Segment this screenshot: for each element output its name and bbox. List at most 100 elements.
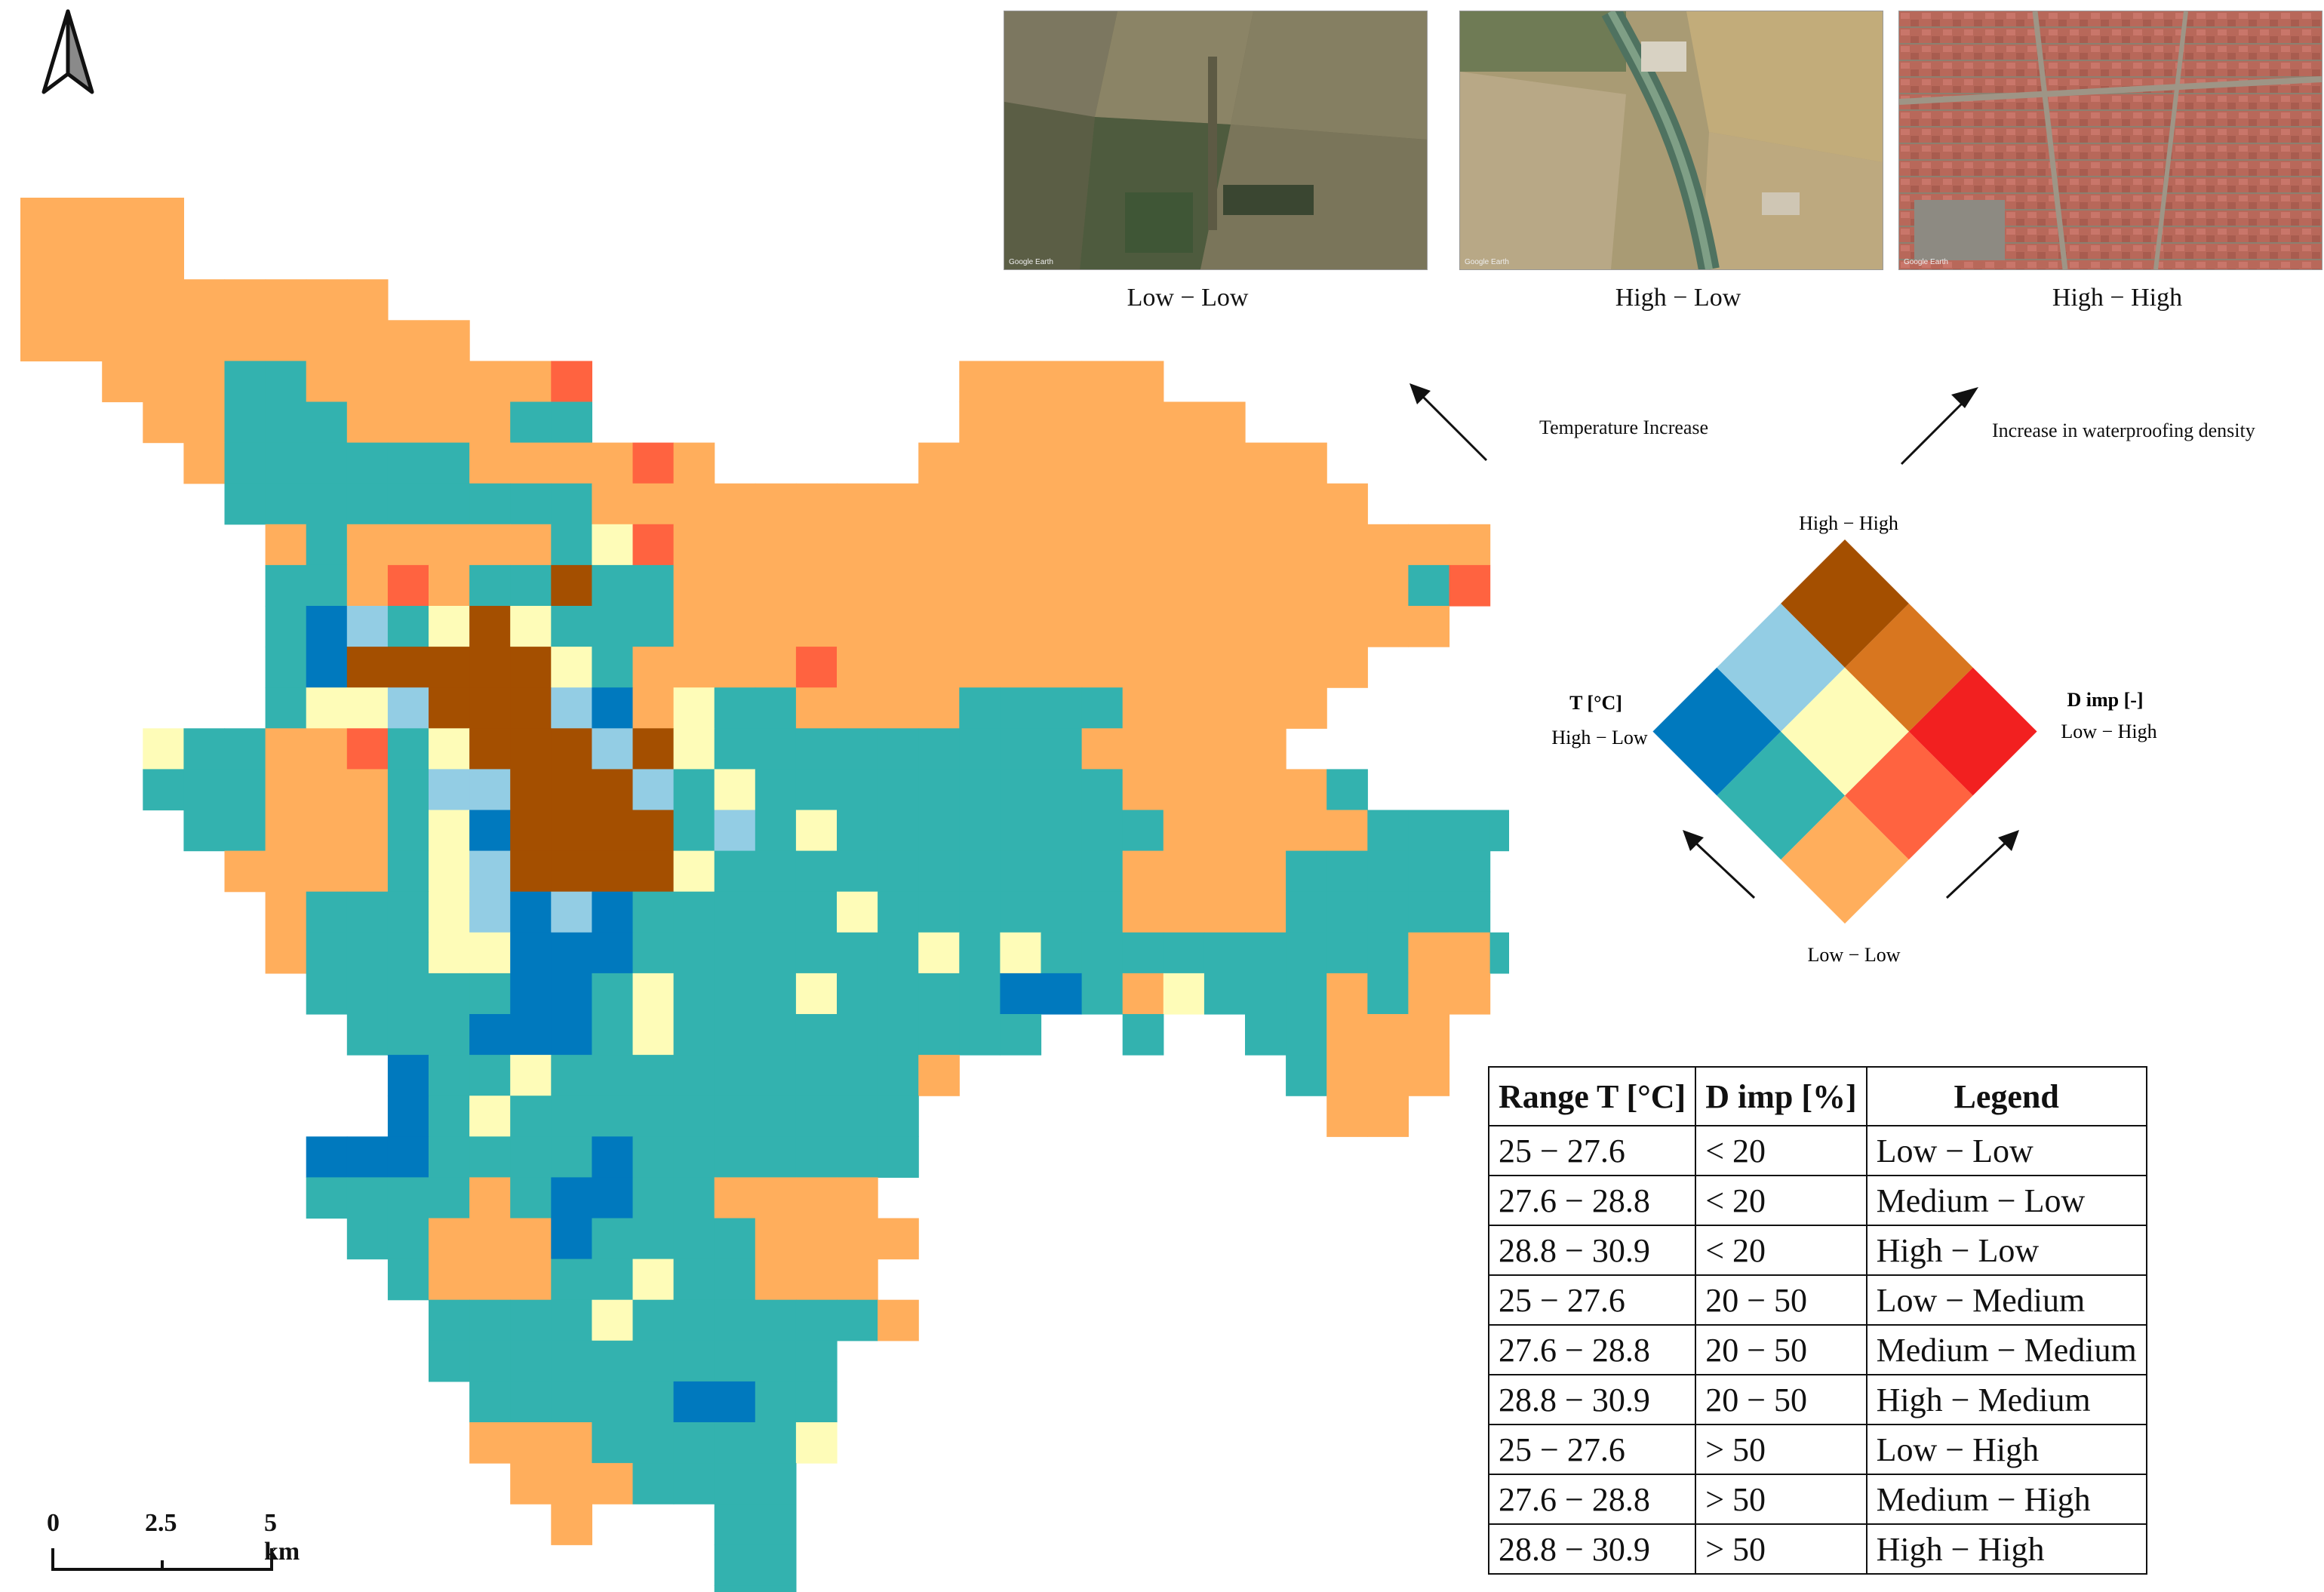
map-cell-low-low [1245, 850, 1286, 893]
map-cell-low-medium [346, 1014, 389, 1056]
map-cell-low-medium [387, 1218, 429, 1260]
map-cell-low-low [795, 1259, 838, 1301]
map-cell-low-medium [755, 1585, 797, 1592]
map-cell-low-low [469, 1422, 511, 1464]
table-row: 27.6 − 28.8 20 − 50 Medium − Medium [1487, 1324, 2147, 1375]
map-cell-medium-medium [592, 524, 634, 566]
map-cell-low-medium [592, 1259, 634, 1301]
map-cell-medium-medium [143, 728, 184, 770]
map-cell-low-low [510, 1259, 552, 1301]
map-cell-low-medium [1367, 973, 1409, 1015]
map-cell-low-medium [795, 1136, 838, 1178]
map-cell-low-medium [795, 932, 838, 974]
map-cell-low-high [387, 1055, 429, 1096]
map-cell-low-medium [632, 1136, 675, 1178]
map-cell-medium-medium [795, 810, 838, 852]
map-cell-low-low [1041, 483, 1083, 525]
map-cell-low-medium [673, 1463, 715, 1504]
map-cell-low-medium [1449, 891, 1491, 933]
map-cell-low-medium [429, 1014, 470, 1056]
map-cell-low-low [1204, 401, 1246, 444]
map-cell-low-medium [673, 932, 715, 974]
map-cell-low-medium [551, 1136, 592, 1178]
map-cell-low-low [918, 524, 960, 566]
map-cell-low-low [755, 1177, 797, 1219]
map-cell-low-medium [795, 1381, 838, 1423]
table-cell: 25 − 27.6 [1487, 1274, 1697, 1326]
map-cell-low-medium [1041, 728, 1083, 770]
map-cell-low-medium [959, 769, 1001, 811]
map-cell-low-medium [755, 1014, 797, 1056]
map-cell-high-high [429, 687, 470, 729]
map-cell-medium-medium [714, 769, 756, 811]
map-cell-low-low [1000, 401, 1042, 444]
map-cell-low-medium [632, 932, 675, 974]
map-cell-low-low [1245, 728, 1286, 770]
map-cell-low-low [143, 320, 184, 361]
map-cell-low-low [183, 279, 226, 321]
map-cell-low-low [959, 442, 1001, 484]
map-cell-low-low [1163, 564, 1205, 607]
map-cell-low-medium [755, 932, 797, 974]
map-cell-low-low [1000, 361, 1042, 403]
photo-credit: Google Earth [1904, 258, 1948, 266]
map-cell-low-medium [265, 401, 307, 444]
map-cell-low-low [1326, 647, 1368, 688]
map-cell-medium-medium [632, 1014, 675, 1056]
arrow-up-right-icon [1945, 830, 2019, 899]
map-cell-high-high [592, 850, 634, 893]
map-cell-low-medium [551, 1299, 592, 1342]
map-cell-low-medium [918, 973, 960, 1015]
map-cell-high-high [592, 810, 634, 852]
legend-bottom-label: Low − Low [1808, 944, 1901, 966]
scale-label-5km: 5 km [264, 1509, 300, 1566]
map-cell-low-medium [714, 891, 756, 933]
map-cell-low-medium [837, 769, 878, 811]
map-cell-low-high [346, 1136, 389, 1178]
map-cell-low-low [1245, 810, 1286, 852]
map-cell-low-high [551, 1177, 592, 1219]
map-cell-low-medium [755, 769, 797, 811]
map-cell-low-medium [714, 1218, 756, 1260]
map-cell-low-low [1000, 606, 1042, 647]
map-cell-low-medium [265, 564, 307, 607]
map-cell-low-medium [1000, 728, 1042, 770]
map-cell-low-low [306, 810, 348, 852]
map-cell-low-medium [755, 1055, 797, 1096]
map-cell-low-low [510, 1422, 552, 1464]
map-cell-low-medium [632, 1299, 675, 1342]
table-row: 28.8 − 30.9 20 − 50 High − Medium [1487, 1374, 2147, 1425]
map-cell-low-low [673, 647, 715, 688]
map-cell-low-high [387, 1136, 429, 1178]
map-cell-medium-high [469, 850, 511, 893]
map-cell-low-medium [1449, 850, 1491, 893]
map-cell-low-medium [1286, 932, 1327, 974]
map-cell-low-medium [592, 1096, 634, 1137]
map-cell-low-low [1081, 606, 1124, 647]
map-cell-low-medium [878, 810, 919, 852]
map-cell-low-medium [387, 728, 429, 770]
map-cell-low-low [673, 606, 715, 647]
map-cell-low-low [632, 647, 675, 688]
map-cell-low-low [1326, 564, 1368, 607]
map-cell-medium-medium [510, 606, 552, 647]
map-cell-low-medium [592, 973, 634, 1015]
map-cell-low-medium [387, 606, 429, 647]
map-cell-low-medium [673, 1136, 715, 1178]
map-cell-medium-medium [429, 891, 470, 933]
map-cell-medium-high [469, 769, 511, 811]
photo-label-high-high: High − High [2052, 284, 2183, 312]
map-cell-low-medium [1081, 769, 1124, 811]
map-cell-low-low [837, 1218, 878, 1260]
map-cell-low-low [1122, 361, 1164, 403]
map-cell-low-medium [837, 810, 878, 852]
map-cell-low-medium [346, 932, 389, 974]
map-cell-low-low [1163, 769, 1205, 811]
map-cell-low-medium [183, 769, 226, 811]
map-cell-low-low [1041, 442, 1083, 484]
map-cell-low-medium [1081, 932, 1124, 974]
map-cell-medium-high [592, 728, 634, 770]
map-cell-low-high [673, 1381, 715, 1423]
map-cell-low-medium [1081, 973, 1124, 1015]
map-cell-low-low [265, 524, 307, 566]
